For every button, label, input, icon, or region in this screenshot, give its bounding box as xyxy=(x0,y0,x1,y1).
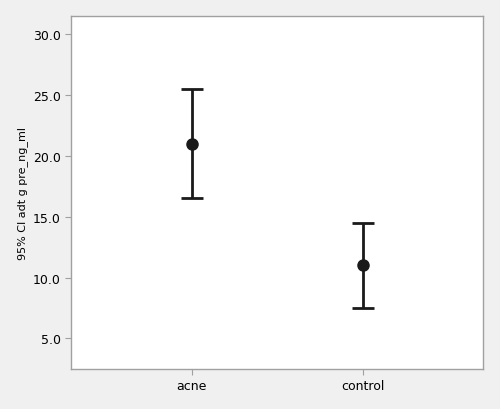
Y-axis label: 95% CI adt g pre_ng_ml: 95% CI adt g pre_ng_ml xyxy=(16,126,28,259)
